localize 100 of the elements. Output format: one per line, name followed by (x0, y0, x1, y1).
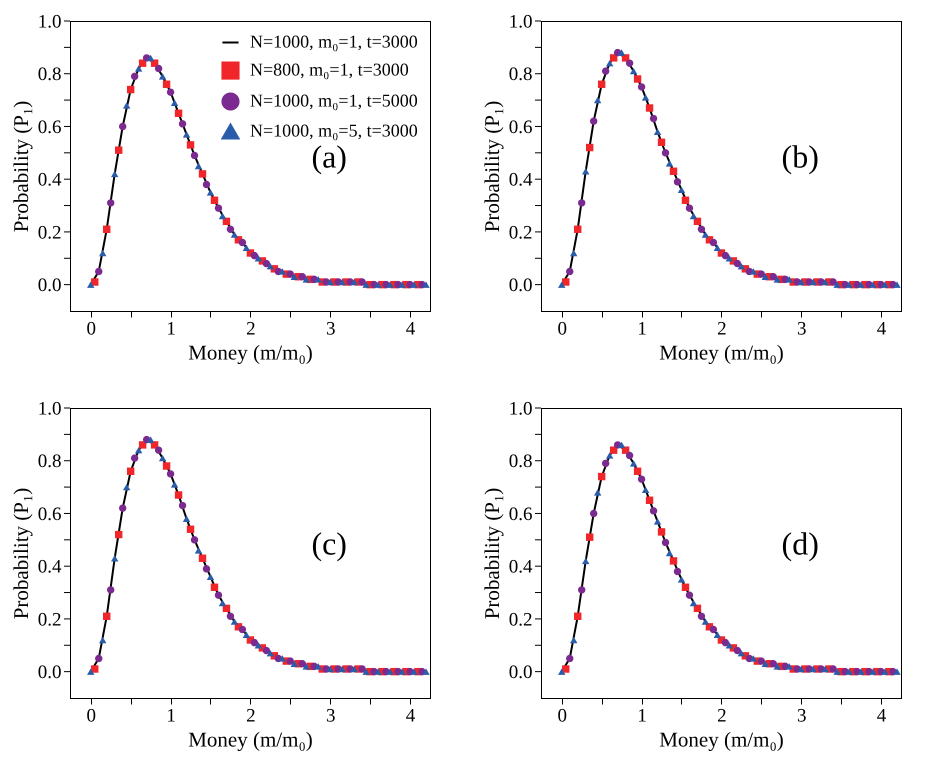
point (350, 666, 358, 672)
point (194, 162, 202, 170)
y-tick-label: 0.4 (38, 170, 62, 191)
legend-label: N=800, m₀=1, t=3000 (250, 60, 409, 80)
point (118, 122, 126, 130)
point (110, 555, 118, 562)
x-tick-label: 2 (717, 706, 727, 726)
x-tick-label: 4 (876, 706, 887, 726)
point (178, 502, 186, 510)
point (774, 276, 781, 283)
point (154, 64, 162, 72)
point (422, 281, 430, 288)
point (338, 278, 346, 286)
point (638, 475, 646, 483)
point (230, 231, 238, 238)
point (758, 657, 766, 665)
point (594, 96, 602, 104)
point (570, 250, 578, 256)
point (262, 646, 270, 654)
point (210, 196, 218, 204)
point (250, 638, 258, 646)
x-tick-label: 0 (86, 318, 96, 340)
annotation: (b) (782, 138, 819, 174)
point (202, 565, 210, 573)
y-tick-label: 0.8 (508, 64, 532, 86)
point (186, 526, 194, 533)
point (674, 568, 682, 576)
point (298, 660, 306, 668)
point (598, 80, 606, 88)
point (166, 88, 174, 96)
point (182, 131, 190, 138)
y-tick-label: 0.0 (508, 275, 532, 296)
point (630, 68, 638, 74)
point (750, 655, 758, 662)
point (734, 260, 742, 268)
point (634, 75, 642, 83)
point (566, 654, 574, 662)
point (290, 660, 298, 667)
point (574, 226, 582, 233)
point (146, 436, 154, 443)
point (242, 244, 250, 251)
y-tick-label: 0.6 (38, 504, 62, 525)
point (314, 663, 322, 670)
y-axis-title: Probability (P₁) (480, 100, 504, 232)
point (374, 668, 382, 675)
point (690, 212, 698, 220)
point (845, 668, 853, 675)
point (190, 536, 198, 544)
x-axis-title: Money (m/m₀) (659, 340, 784, 364)
point (670, 557, 678, 565)
point (362, 668, 370, 675)
point (646, 104, 654, 112)
point (726, 642, 734, 648)
y-tick-label: 0.0 (38, 275, 62, 296)
point (606, 60, 614, 66)
point (206, 574, 214, 580)
x-axis-title: Money (m/m₀) (188, 340, 313, 364)
x-tick-label: 1 (637, 706, 647, 726)
y-tick-label: 0.0 (508, 662, 532, 684)
y-tick-label: 0.6 (508, 504, 532, 525)
point (302, 663, 310, 670)
x-tick-label: 2 (717, 318, 727, 340)
point (374, 281, 382, 288)
point (714, 632, 722, 638)
point (198, 554, 206, 562)
point (654, 518, 662, 525)
point (738, 262, 746, 270)
point (338, 666, 346, 672)
point (210, 584, 218, 591)
point (87, 281, 94, 288)
point (893, 668, 901, 675)
point (87, 668, 94, 675)
point (134, 65, 142, 72)
x-tick-label: 2 (246, 318, 256, 340)
point (618, 442, 626, 448)
point (881, 281, 889, 288)
point (750, 268, 758, 275)
point (170, 481, 178, 488)
y-tick-label: 0.2 (38, 222, 62, 244)
y-tick-label: 1.0 (508, 398, 532, 420)
point (602, 460, 610, 468)
point (278, 268, 286, 275)
y-tick-label: 0.6 (38, 116, 62, 138)
point (574, 612, 582, 620)
point (326, 278, 334, 286)
point (410, 668, 418, 675)
point (558, 668, 566, 675)
point (174, 110, 182, 117)
point (107, 199, 114, 207)
point (650, 507, 658, 515)
point (654, 128, 662, 135)
y-tick-label: 0.6 (508, 116, 532, 138)
point (103, 226, 110, 233)
x-tick-label: 0 (86, 706, 96, 726)
point (158, 454, 166, 462)
point (606, 452, 614, 459)
point (722, 252, 730, 260)
point (218, 600, 226, 606)
point (662, 149, 670, 157)
y-tick-label: 0.2 (508, 609, 532, 630)
